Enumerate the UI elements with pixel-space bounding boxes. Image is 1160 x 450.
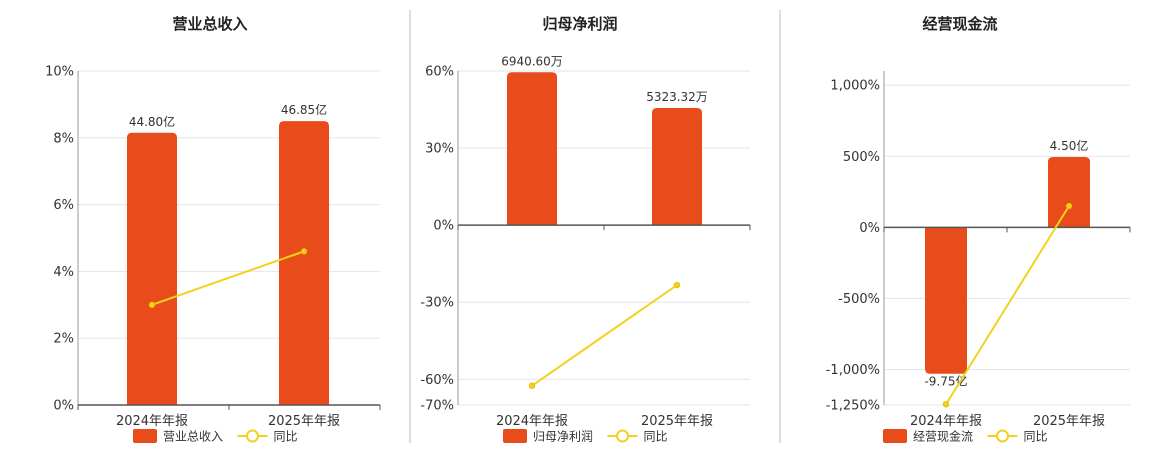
x-category-label: 2025年年报 [268, 414, 340, 429]
y-tick-label: -1,250% [826, 399, 880, 414]
legend-bar-label[interactable]: 归母净利润 [533, 430, 593, 444]
y-tick-label: -70% [420, 399, 454, 414]
legend-bar-swatch[interactable] [133, 429, 157, 443]
y-tick-label: 60% [425, 65, 454, 80]
yoy-line [531, 284, 678, 387]
x-category-label: 2024年年报 [496, 414, 568, 429]
legend-line-marker-icon [246, 429, 259, 443]
bar-2[interactable] [1048, 156, 1090, 228]
yoy-line [151, 250, 305, 306]
chart-title: 归母净利润 [542, 15, 617, 33]
legend-bar-label[interactable]: 经营现金流 [913, 429, 973, 444]
legend-bar-swatch[interactable] [883, 429, 907, 443]
yoy-point-1[interactable] [148, 301, 156, 308]
yoy-point-2[interactable] [1065, 202, 1073, 210]
y-tick-label: 8% [53, 131, 74, 146]
bar-1[interactable] [127, 132, 177, 406]
y-tick-label: 0% [53, 399, 74, 414]
bar-2[interactable] [279, 121, 329, 405]
y-tick-label: 0% [433, 219, 454, 234]
yoy-point-2[interactable] [673, 281, 681, 289]
y-tick-label: -30% [420, 296, 454, 311]
legend-line-label[interactable]: 同比 [1024, 430, 1048, 444]
bar-1[interactable] [925, 227, 967, 374]
legend-line-marker-icon [616, 429, 629, 443]
legend-line-label[interactable]: 同比 [644, 430, 668, 444]
x-category-label: 2025年年报 [1033, 414, 1105, 429]
legend-bar-label[interactable]: 营业总收入 [163, 430, 223, 444]
y-tick-label: 2% [53, 332, 74, 347]
legend-bar-swatch[interactable] [503, 429, 527, 443]
y-tick-label: 10% [45, 65, 74, 80]
y-tick-label: 30% [425, 142, 454, 157]
bar-data-label: 6940.60万 [501, 54, 563, 68]
y-tick-label: -1,000% [826, 363, 880, 378]
x-category-label: 2024年年报 [116, 414, 188, 429]
chart-panel-1: 营业总收入 0% 2% 4% 6% 8% 10% 44.80亿 46.85亿 2024年年报 202… [45, 15, 381, 444]
yoy-point-1[interactable] [528, 382, 536, 389]
y-tick-label: 6% [53, 198, 74, 213]
y-tick-label: 0% [859, 221, 880, 236]
legend-line-marker-icon [996, 429, 1009, 443]
bar-2[interactable] [652, 107, 702, 226]
legend-line-label[interactable]: 同比 [274, 430, 298, 444]
chart-panel-3: 经营现金流 -1,250% -1,000% -500% 0% 500% 1,000% -9.7… [826, 15, 1131, 444]
yoy-point-2[interactable] [300, 248, 308, 255]
bar-data-label: 5323.32万 [646, 90, 708, 104]
yoy-point-1[interactable] [942, 401, 950, 408]
bar-data-label: -9.75亿 [924, 374, 967, 389]
y-tick-label: -500% [838, 292, 880, 307]
y-tick-label: -60% [420, 373, 454, 388]
bar-data-label: 44.80亿 [129, 114, 175, 129]
chart-title: 经营现金流 [922, 15, 997, 33]
chart-title: 营业总收入 [172, 15, 247, 33]
chart-panel-2: 归母净利润 -70% -60% -30% 0% 30% 60% 6940.60万 5323.32… [420, 15, 751, 444]
bar-data-label: 46.85亿 [281, 102, 327, 117]
x-category-label: 2025年年报 [641, 414, 713, 429]
bar-1[interactable] [507, 72, 557, 226]
y-tick-label: 4% [53, 265, 74, 280]
bar-data-label: 4.50亿 [1050, 138, 1089, 153]
y-tick-label: 1,000% [830, 79, 880, 94]
y-tick-label: 500% [843, 150, 880, 165]
x-category-label: 2024年年报 [910, 414, 982, 429]
yoy-line [945, 205, 1070, 405]
